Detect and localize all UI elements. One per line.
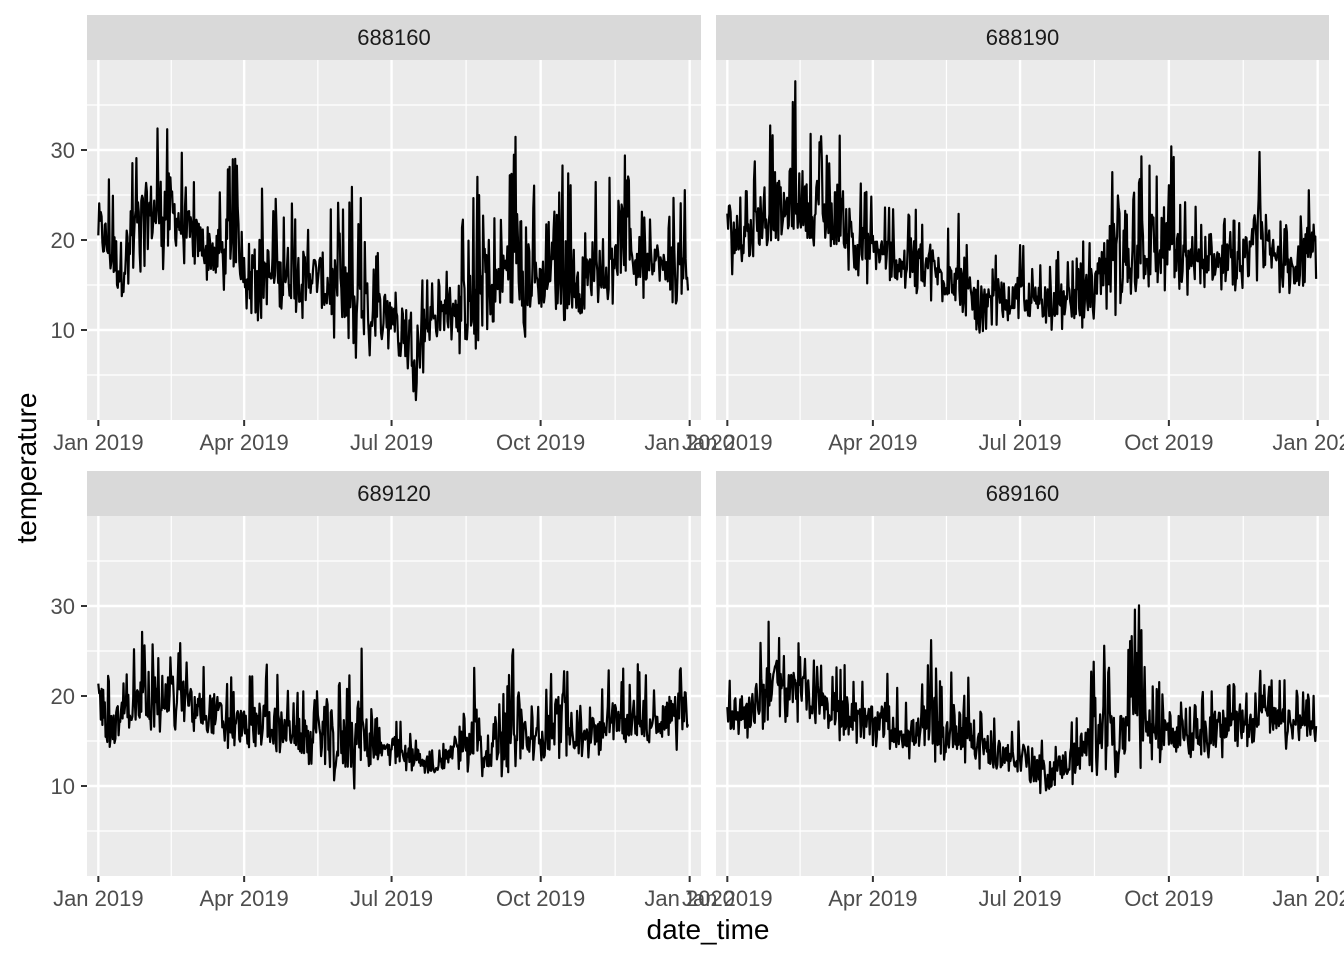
facet-strip-label: 688190 <box>986 25 1059 50</box>
x-tick-label: Jan 2019 <box>682 430 773 455</box>
x-tick-label: Jan 2019 <box>53 886 144 911</box>
x-tick-label: Jul 2019 <box>978 886 1061 911</box>
y-tick-label: 20 <box>51 228 75 253</box>
x-tick-label: Jul 2019 <box>350 430 433 455</box>
series-line-688190 <box>726 80 1318 334</box>
x-tick-label: Jan 2020 <box>1272 886 1344 911</box>
x-tick-label: Oct 2019 <box>496 886 585 911</box>
facet-strip-label: 689120 <box>357 481 430 506</box>
x-tick-label: Jul 2019 <box>978 430 1061 455</box>
panel-688160: 688160 Jan 2019 Apr 2019 Jul 2019 Oct 2019 Ja… <box>51 15 735 455</box>
y-tick-label: 10 <box>51 318 75 343</box>
panel-689120: 689120 Jan 2019 Apr 2019 Jul 2019 Oct 2019 Ja… <box>51 471 735 911</box>
facet-strip <box>87 471 701 516</box>
facet-strip-label: 689160 <box>986 481 1059 506</box>
x-tick-label: Apr 2019 <box>199 886 288 911</box>
y-tick-label: 20 <box>51 684 75 709</box>
x-axis-title: date_time <box>647 914 770 945</box>
y-axis-title: temperature <box>11 393 42 544</box>
facet-strip-label: 688160 <box>357 25 430 50</box>
facet-strip <box>716 15 1329 60</box>
x-tick-label: Jan 2020 <box>644 886 735 911</box>
series-line-689160 <box>726 604 1318 795</box>
x-tick-label: Jan 2020 <box>644 430 735 455</box>
x-tick-label: Oct 2019 <box>1124 886 1213 911</box>
x-tick-label: Apr 2019 <box>199 430 288 455</box>
x-tick-label: Jan 2020 <box>1272 430 1344 455</box>
x-tick-label: Oct 2019 <box>496 430 585 455</box>
x-tick-label: Apr 2019 <box>828 430 917 455</box>
x-tick-label: Oct 2019 <box>1124 430 1213 455</box>
series-line-689120 <box>97 630 690 790</box>
y-tick-label: 30 <box>51 594 75 619</box>
series-line-688160 <box>97 127 690 402</box>
x-tick-label: Apr 2019 <box>828 886 917 911</box>
panel-689160: 689160 Jan 2019 Apr 2019 Jul 2019 Oct 2019 Ja… <box>682 471 1344 911</box>
facet-strip <box>87 15 701 60</box>
facet-strip <box>716 471 1329 516</box>
x-tick-label: Jul 2019 <box>350 886 433 911</box>
x-tick-label: Jan 2019 <box>682 886 773 911</box>
y-tick-label: 10 <box>51 774 75 799</box>
x-tick-label: Jan 2019 <box>53 430 144 455</box>
panel-688190: 688190 Jan 2019 Apr 2019 Jul 2019 Oct 2019 Ja… <box>682 15 1344 455</box>
y-tick-label: 30 <box>51 138 75 163</box>
